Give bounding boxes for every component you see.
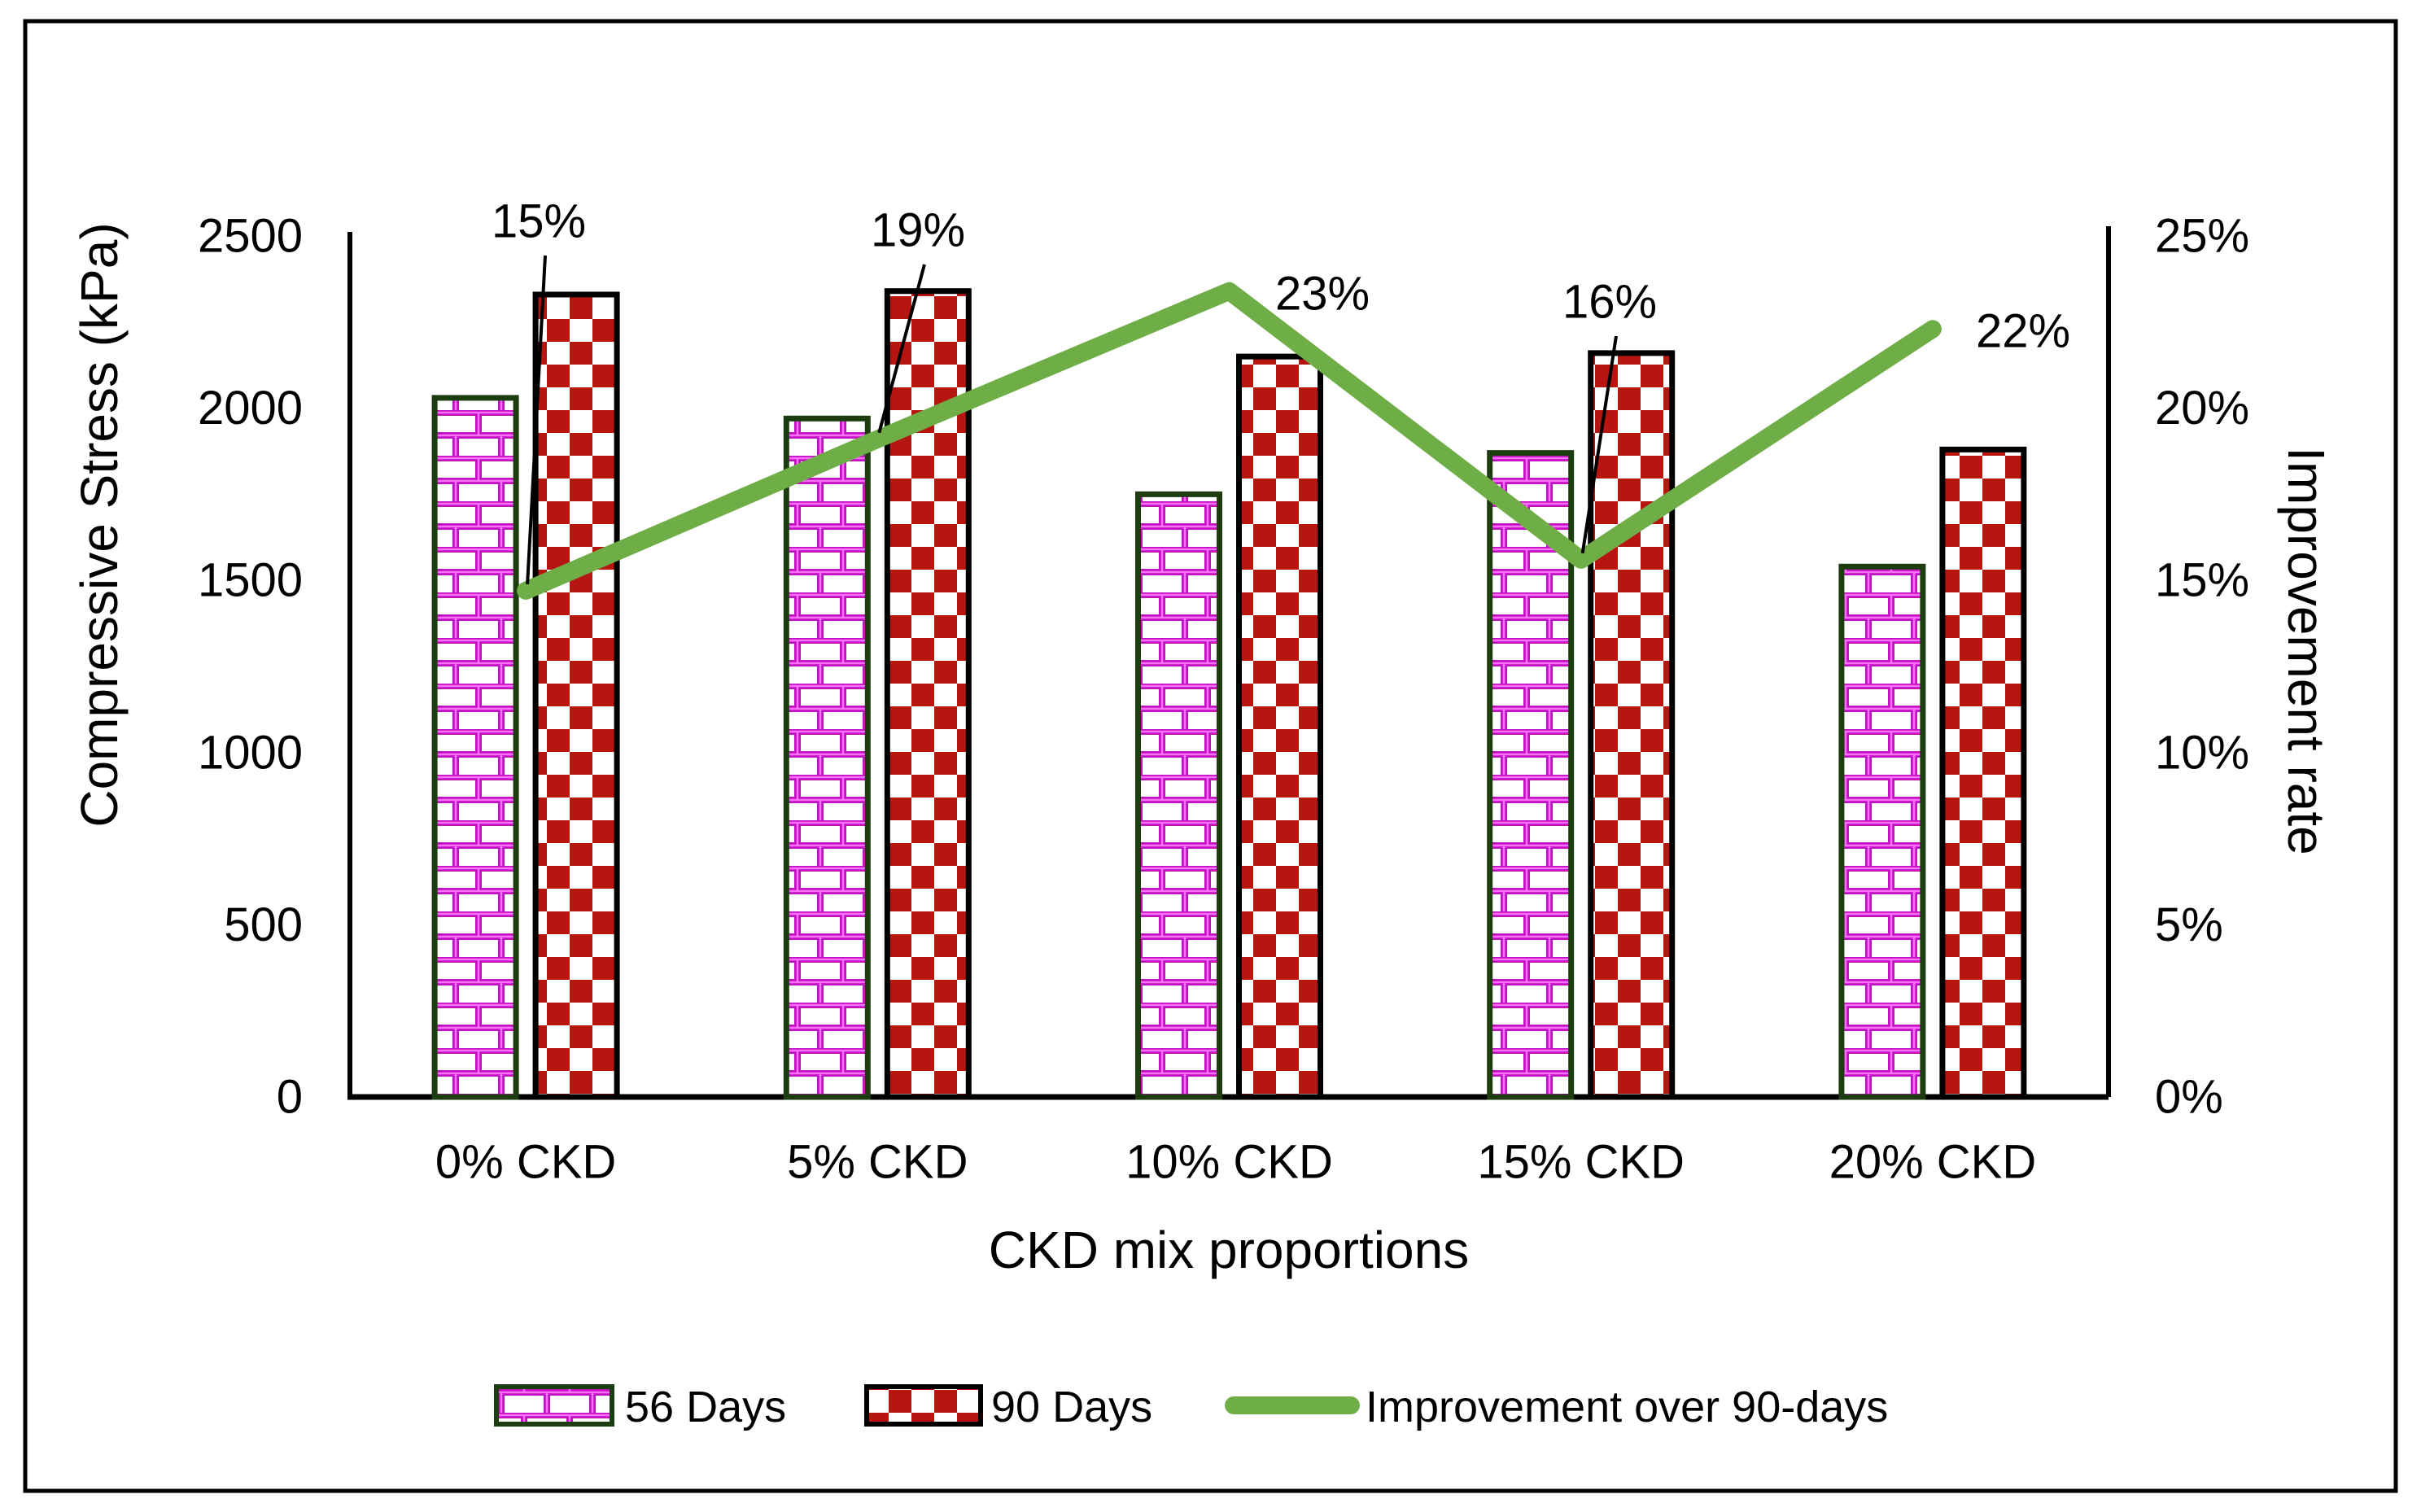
right-axis-title: Improvement rate [2277, 447, 2336, 855]
bar-90-days-10-ckd [1236, 353, 1323, 1100]
bar-90-days-15-ckd [1588, 350, 1676, 1100]
right-axis-tick-label: 5% [2155, 898, 2223, 951]
x-axis-title: CKD mix proportions [989, 1221, 1469, 1279]
left-axis-tick-label: 2500 [198, 210, 303, 263]
right-axis-tick-label: 15% [2155, 554, 2249, 607]
axes-layer: 2500 2000 1500 1000 500 0 25% 20% 15% 10% 5% 0% 0% C… [198, 210, 2249, 1189]
improvement-line [517, 282, 1942, 600]
right-axis-tick-label: 20% [2155, 382, 2249, 435]
legend-swatch-90-days [864, 1384, 983, 1427]
bar-56-days-15-ckd [1487, 450, 1575, 1100]
bar-90-days-20-ckd [1939, 446, 2027, 1100]
bar-56-days-10-ckd [1135, 491, 1222, 1100]
labels-layer: 15% 19% 23% 16% 22% [492, 195, 2070, 585]
bar-56-days-5-ckd [783, 415, 871, 1100]
line-layer [517, 282, 1942, 600]
right-axis-tick-label: 10% [2155, 726, 2249, 779]
category-label: 0% CKD [435, 1136, 616, 1189]
left-axis-tick-label: 0 [277, 1071, 303, 1124]
bar-90-days-0-ckd [532, 291, 620, 1100]
legend-swatch-56-days [494, 1384, 614, 1427]
category-label: 20% CKD [1829, 1136, 2037, 1189]
category-label: 5% CKD [787, 1136, 968, 1189]
data-label-leader-line [877, 264, 926, 434]
bar-56-days-20-ckd [1838, 563, 1926, 1100]
data-label-leader-line [526, 255, 547, 585]
data-label-leader-line [1580, 335, 1618, 554]
legend-label-improvement: Improvement over 90-days [1366, 1383, 1888, 1431]
category-label: 10% CKD [1125, 1136, 1333, 1189]
legend-label-56-days: 56 Days [625, 1383, 786, 1431]
left-axis-tick-label: 2000 [198, 382, 303, 435]
bar-56-days-0-ckd [431, 395, 519, 1100]
improvement-data-label: 19% [871, 204, 965, 257]
right-axis-tick-label: 25% [2155, 210, 2249, 263]
legend-layer: 56 Days 90 Days Improvement over 90-days [494, 1383, 1888, 1431]
left-axis-tick-label: 1500 [198, 554, 303, 607]
bars-layer [431, 288, 2027, 1100]
improvement-data-label: 23% [1275, 268, 1370, 321]
left-axis-title: Compressive Stress (kPa) [70, 222, 129, 827]
improvement-data-label: 22% [1976, 305, 2070, 358]
right-axis-tick-label: 0% [2155, 1071, 2223, 1124]
category-label: 15% CKD [1477, 1136, 1685, 1189]
left-axis-tick-label: 500 [224, 898, 303, 951]
improvement-data-label: 15% [492, 195, 586, 248]
left-axis-tick-label: 1000 [198, 726, 303, 779]
improvement-data-label: 16% [1562, 276, 1657, 329]
legend-label-90-days: 90 Days [991, 1383, 1152, 1431]
